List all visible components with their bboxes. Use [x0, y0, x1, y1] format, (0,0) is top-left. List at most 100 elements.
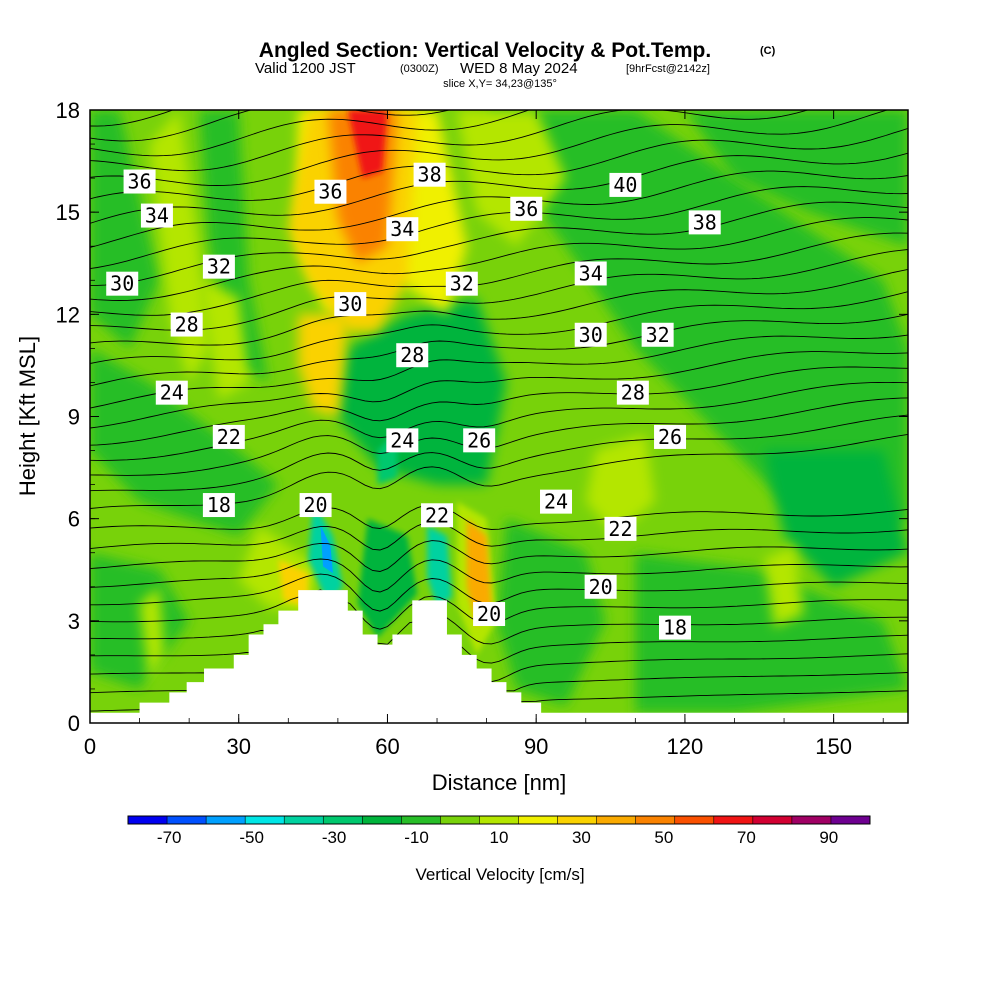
- x-tick-label: 150: [815, 734, 852, 759]
- field-green-right-low: [635, 552, 908, 713]
- theta-isentrope: [90, 366, 908, 446]
- colorbar-tick-label: 90: [819, 828, 838, 847]
- colorbar-swatch: [440, 816, 480, 824]
- theta-label: 26: [654, 424, 687, 449]
- theta-label-text: 24: [390, 428, 414, 452]
- theta-label: 34: [140, 203, 173, 228]
- theta-label-text: 36: [128, 170, 152, 194]
- theta-isentrope: [90, 573, 908, 612]
- colorbar-swatch: [401, 816, 441, 824]
- theta-label-box: [473, 602, 506, 627]
- theta-label-text: 22: [217, 425, 241, 449]
- field-orange-lee: [466, 518, 492, 628]
- theta-label-text: 38: [693, 210, 717, 234]
- theta-label-box: [140, 203, 173, 228]
- colorbar: -70 -50 -30 -10 10 30 50 70 90: [127, 815, 871, 847]
- theta-label: 26: [463, 428, 496, 453]
- theta-label: 30: [334, 292, 367, 317]
- theta-label-box: [314, 179, 347, 204]
- theta-label-text: 32: [207, 255, 231, 279]
- field-cyan-right: [427, 525, 452, 608]
- theta-isentrope: [90, 540, 908, 572]
- y-tick-label: 0: [68, 711, 80, 736]
- theta-label-box: [123, 169, 156, 194]
- theta-isentrope: [90, 521, 908, 551]
- theta-label-text: 30: [338, 292, 362, 316]
- colorbar-tick-label: -30: [322, 828, 347, 847]
- theta-isentrope: [90, 249, 908, 331]
- colorbar-tick-label: -50: [239, 828, 264, 847]
- colorbar-tick-label: 70: [737, 828, 756, 847]
- theta-label: 30: [574, 322, 607, 347]
- colorbar-swatch: [596, 816, 637, 824]
- field-green-left-low: [90, 552, 190, 689]
- colorbar-swatch: [167, 816, 207, 824]
- theta-label: 24: [386, 428, 419, 453]
- x-tick-label: 60: [375, 734, 399, 759]
- theta-label: 40: [609, 172, 642, 197]
- theta-label-text: 20: [477, 602, 501, 626]
- velocity-field: [90, 110, 908, 713]
- colorbar-swatch: [713, 816, 754, 824]
- theta-label-box: [396, 343, 429, 368]
- theta-isentrope: [90, 414, 908, 492]
- theta-isentrope: [90, 217, 908, 301]
- field-green-strip-a: [199, 110, 269, 383]
- theta-label-text: 20: [589, 575, 613, 599]
- theta-label: 32: [202, 254, 235, 279]
- theta-label-text: 20: [304, 493, 328, 517]
- theta-isentrope: [90, 334, 908, 409]
- theta-isentrope: [90, 232, 908, 316]
- title-main: Angled Section: Vertical Velocity & Pot.…: [259, 39, 711, 62]
- theta-label-box: [604, 516, 637, 541]
- field-green-right-low2: [764, 450, 908, 587]
- theta-label: 36: [510, 196, 543, 221]
- field-yellow-mid-left: [199, 280, 249, 400]
- colorbar-swatch: [323, 816, 363, 824]
- y-axis-label: Height [Kft MSL]: [15, 336, 40, 496]
- theta-isentrope: [90, 110, 451, 142]
- chart-title: Angled Section: Vertical Velocity & Pot.…: [255, 39, 776, 90]
- theta-label-box: [386, 217, 419, 242]
- theta-isentrope: [90, 186, 908, 270]
- theta-label-box: [170, 312, 203, 337]
- colorbar-swatch: [635, 816, 676, 824]
- theta-label-box: [688, 210, 721, 235]
- theta-isentrope: [90, 690, 908, 712]
- theta-label: 32: [445, 271, 478, 296]
- theta-label: 28: [396, 343, 429, 368]
- theta-isentrope: [90, 589, 908, 630]
- colorbar-swatch: [128, 816, 168, 824]
- theta-label-text: 26: [467, 428, 491, 452]
- x-tick-label: 30: [226, 734, 250, 759]
- field-yellow-right-low: [764, 545, 804, 628]
- theta-label-text: 26: [658, 425, 682, 449]
- theta-isentrope: [90, 170, 908, 248]
- y-tick-label: 12: [56, 302, 80, 327]
- y-tick-label: 9: [68, 405, 80, 430]
- theta-label: 30: [106, 271, 139, 296]
- colorbar-swatch: [830, 816, 871, 824]
- theta-label-box: [202, 254, 235, 279]
- y-tick-label: 3: [68, 609, 80, 634]
- theta-isentrope: [90, 504, 908, 530]
- theta-label: 18: [202, 493, 235, 518]
- title-copyright: (C): [760, 45, 776, 57]
- theta-isentrope: [90, 110, 810, 172]
- theta-label: 22: [604, 516, 637, 541]
- theta-label: 24: [540, 489, 573, 514]
- theta-label: 22: [212, 424, 245, 449]
- x-tick-label: 120: [667, 734, 704, 759]
- theta-label: 34: [574, 261, 607, 286]
- y-tick-label: 15: [56, 200, 80, 225]
- colorbar-tick-label: -70: [157, 828, 182, 847]
- theta-label-text: 22: [425, 503, 449, 527]
- theta-label-text: 38: [418, 163, 442, 187]
- plot-area: 36 34 30 32 28 24 22 18 36 38 34 30 28 32 24 26 20 22 20 36…: [90, 110, 908, 723]
- theta-isentrope: [90, 291, 908, 364]
- theta-label-box: [609, 172, 642, 197]
- x-axis-label: Distance [nm]: [432, 770, 567, 795]
- theta-label: 36: [123, 169, 156, 194]
- theta-label-box: [574, 261, 607, 286]
- theta-label-text: 22: [608, 517, 632, 541]
